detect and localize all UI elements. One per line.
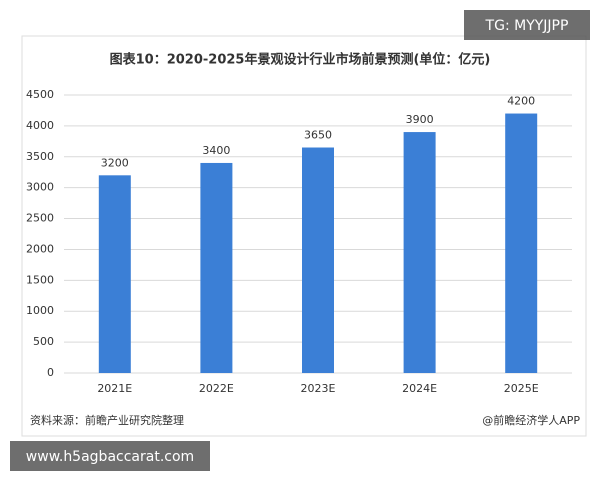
bar — [302, 147, 334, 373]
bar — [505, 113, 538, 374]
y-tick-label: 4500 — [26, 88, 54, 101]
y-tick-label: 4000 — [26, 119, 54, 132]
y-tick-label: 3500 — [26, 150, 54, 163]
x-tick-label: 2021E — [97, 382, 132, 395]
y-tick-label: 0 — [47, 366, 54, 379]
x-tick-label: 2023E — [301, 382, 336, 395]
data-label: 3200 — [101, 156, 129, 169]
overlay-text: www.h5agbaccarat.com — [26, 449, 194, 465]
x-tick-label: 2024E — [402, 382, 437, 395]
chart-title: 图表10：2020-2025年景观设计行业市场前景预测(单位：亿元) — [110, 52, 491, 68]
y-tick-label: 2500 — [26, 212, 54, 225]
credit: @前瞻经济学人APP — [482, 413, 580, 427]
overlay-text: TG: MYYJJPP — [485, 18, 569, 34]
data-label: 3900 — [406, 113, 434, 126]
bar — [200, 162, 233, 373]
x-tick-label: 2025E — [504, 382, 539, 395]
source-note: 资料来源：前瞻产业研究院整理 — [30, 413, 184, 427]
y-tick-label: 3000 — [26, 181, 54, 194]
overlay-box — [10, 441, 210, 471]
overlay-box — [464, 10, 590, 40]
data-label: 3650 — [304, 129, 332, 142]
bar — [403, 132, 436, 373]
y-tick-label: 1000 — [26, 304, 54, 317]
bar — [98, 175, 131, 373]
data-label: 3400 — [202, 144, 230, 157]
y-tick-label: 500 — [33, 335, 54, 348]
y-tick-label: 1500 — [26, 273, 54, 286]
data-label: 4200 — [507, 95, 535, 108]
y-tick-label: 2000 — [26, 242, 54, 255]
x-tick-label: 2022E — [199, 382, 234, 395]
